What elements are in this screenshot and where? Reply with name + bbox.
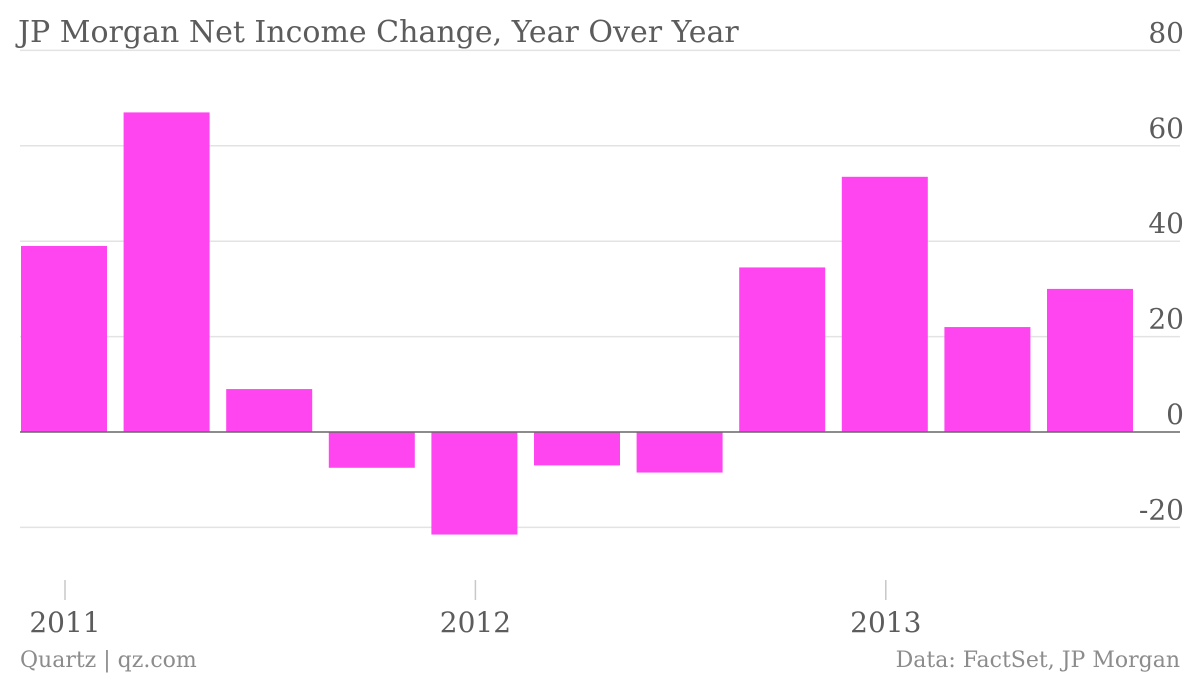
chart-title: JP Morgan Net Income Change, Year Over Y…: [15, 15, 739, 50]
y-tick-label: 20: [1148, 303, 1184, 336]
y-tick-label: 60: [1148, 112, 1184, 145]
bar: [328, 432, 415, 468]
bars: [21, 112, 1133, 535]
bar: [431, 432, 518, 535]
x-tick-label: 2012: [440, 606, 511, 639]
bar: [636, 432, 723, 473]
x-axis-ticks: 2011 2012 2013: [29, 580, 921, 639]
y-tick-label: 80: [1148, 16, 1184, 49]
bar: [123, 112, 210, 432]
footer-source-left: Quartz | qz.com: [20, 648, 197, 673]
bar: [534, 432, 620, 466]
y-tick-label: 40: [1148, 207, 1184, 240]
bar: [944, 327, 1031, 432]
bar: [739, 267, 826, 432]
y-tick-label: -20: [1139, 493, 1184, 526]
bar: [1047, 288, 1133, 432]
y-axis-tick-labels: 80 60 40 20 0 -20: [1139, 16, 1184, 526]
footer-source-right: Data: FactSet, JP Morgan: [896, 648, 1180, 673]
bar: [841, 176, 928, 432]
bar: [226, 389, 313, 432]
x-tick-label: 2013: [850, 606, 921, 639]
x-tick-label: 2011: [29, 606, 100, 639]
y-tick-label: 0: [1166, 398, 1184, 431]
bar: [21, 245, 107, 432]
